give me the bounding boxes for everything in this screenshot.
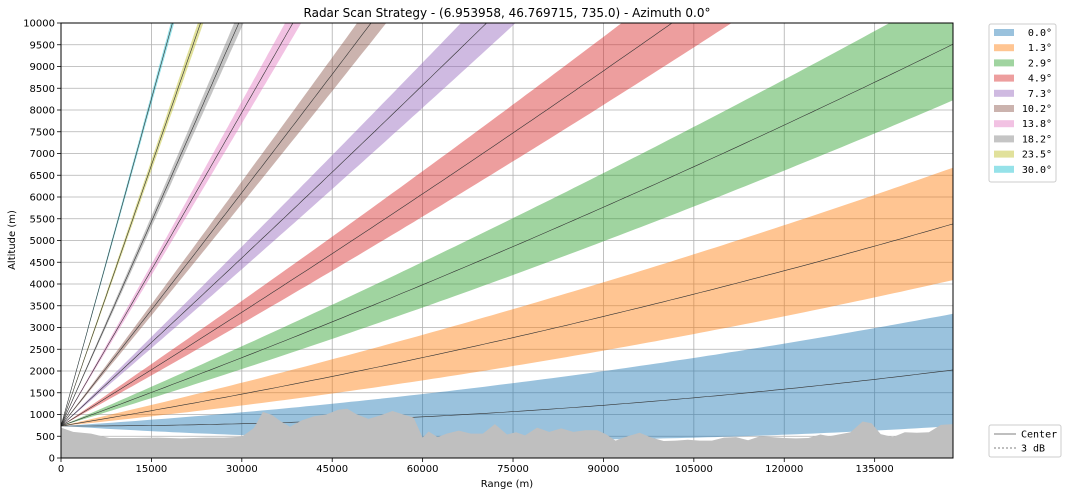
grid bbox=[60, 22, 953, 459]
legend-label: 30.0° bbox=[1022, 165, 1052, 176]
legend-label: 13.8° bbox=[1022, 119, 1052, 130]
beam-band-18-2deg bbox=[61, 23, 244, 426]
y-tick-label: 6000 bbox=[30, 193, 55, 204]
terrain-profile bbox=[61, 408, 953, 458]
y-tick-label: 9500 bbox=[30, 40, 55, 51]
beam-center-line bbox=[61, 23, 201, 427]
legend-swatch bbox=[994, 105, 1014, 112]
y-tick-label: 6500 bbox=[30, 171, 55, 182]
line-legend-label: Center bbox=[1021, 430, 1057, 441]
x-tick-label: 45000 bbox=[316, 464, 348, 475]
y-tick-label: 500 bbox=[36, 432, 55, 443]
beam-band-10-2deg bbox=[61, 23, 387, 426]
y-tick-label: 4000 bbox=[30, 280, 55, 291]
line-style-legend: Center 3 dB bbox=[988, 424, 1062, 458]
legend-swatch bbox=[994, 29, 1014, 36]
y-tick-label: 8500 bbox=[30, 84, 55, 95]
x-tick-label: 15000 bbox=[135, 464, 167, 475]
y-tick-label: 9000 bbox=[30, 62, 55, 73]
legend-label: 1.3° bbox=[1028, 43, 1052, 54]
line-legend-box bbox=[988, 424, 1062, 458]
x-tick-label: 90000 bbox=[588, 464, 620, 475]
chart-title: Radar Scan Strategy - (6.953958, 46.7697… bbox=[304, 6, 711, 20]
legend-swatch bbox=[994, 59, 1014, 67]
legend-swatch bbox=[994, 135, 1014, 143]
legend-swatch bbox=[994, 165, 1014, 173]
beam-band-30-0deg bbox=[61, 23, 175, 426]
legend-swatch bbox=[994, 44, 1014, 52]
beam-center-line bbox=[61, 23, 673, 427]
terrain-layer bbox=[61, 408, 953, 458]
x-axis-label: Range (m) bbox=[481, 479, 534, 490]
beam-band-23-5deg bbox=[61, 23, 204, 426]
legend-box bbox=[988, 23, 1057, 183]
y-tick-label: 2000 bbox=[30, 367, 55, 378]
y-tick-label: 3000 bbox=[30, 323, 55, 334]
elevation-legend: 0.0° 1.3° 2.9° 4.9° 7.3° 10.2° 13.8° 18.2° 23.5°… bbox=[988, 23, 1057, 183]
x-tick-label: 120000 bbox=[765, 464, 803, 475]
beam-layer bbox=[61, 23, 953, 441]
line-legend-label: 3 dB bbox=[1021, 444, 1045, 455]
beam-band-2-9deg bbox=[61, 23, 953, 426]
y-tick-label: 1500 bbox=[30, 388, 55, 399]
y-tick-label: 5000 bbox=[30, 236, 55, 247]
y-axis-label: Altitude (m) bbox=[7, 210, 18, 270]
legend-swatch bbox=[994, 89, 1014, 97]
y-tick-label: 5500 bbox=[30, 214, 55, 225]
x-tick-label: 30000 bbox=[226, 464, 258, 475]
legend-label: 18.2° bbox=[1022, 134, 1052, 145]
beam-band-0-0deg bbox=[61, 313, 953, 441]
y-tick-label: 7000 bbox=[30, 149, 55, 160]
beam-center-line bbox=[61, 369, 953, 427]
x-tick-label: 75000 bbox=[497, 464, 529, 475]
beam-center-line bbox=[61, 23, 240, 427]
beam-center-line bbox=[61, 23, 372, 427]
x-tick-label: 60000 bbox=[407, 464, 439, 475]
beam-band-7-3deg bbox=[61, 23, 516, 426]
y-tick-label: 0 bbox=[49, 454, 55, 465]
legend-label: 2.9° bbox=[1028, 58, 1052, 69]
legend-swatch bbox=[994, 150, 1014, 158]
beam-center-line bbox=[61, 23, 173, 427]
y-tick-label: 8000 bbox=[30, 106, 55, 117]
beam-center-line bbox=[61, 43, 953, 427]
beam-center-line bbox=[61, 23, 488, 427]
legend-label: 23.5° bbox=[1022, 150, 1052, 161]
beam-band-1-3deg bbox=[61, 167, 953, 426]
legend-label: 10.2° bbox=[1022, 104, 1052, 115]
legend-label: 4.9° bbox=[1028, 74, 1052, 85]
beam-band-4-9deg bbox=[61, 23, 732, 426]
x-tick-label: 0 bbox=[58, 464, 64, 475]
y-tick-label: 3500 bbox=[30, 301, 55, 312]
y-tick-label: 4500 bbox=[30, 258, 55, 269]
legend-swatch bbox=[994, 74, 1014, 82]
beam-band-13-8deg bbox=[61, 23, 302, 426]
y-tick-label: 2500 bbox=[30, 345, 55, 356]
legend-label: 0.0° bbox=[1028, 28, 1052, 39]
beam-center-line bbox=[61, 23, 294, 427]
x-tick-label: 105000 bbox=[675, 464, 713, 475]
axis-ticks: 0 15000 30000 45000 60000 75000 90000 105000 120… bbox=[23, 19, 894, 476]
legend-swatch bbox=[994, 120, 1014, 128]
y-tick-label: 10000 bbox=[23, 19, 55, 30]
beam-center-line bbox=[61, 223, 953, 427]
legend-label: 7.3° bbox=[1028, 89, 1052, 100]
y-tick-label: 7500 bbox=[30, 127, 55, 138]
x-tick-label: 135000 bbox=[856, 464, 894, 475]
y-tick-label: 1000 bbox=[30, 410, 55, 421]
